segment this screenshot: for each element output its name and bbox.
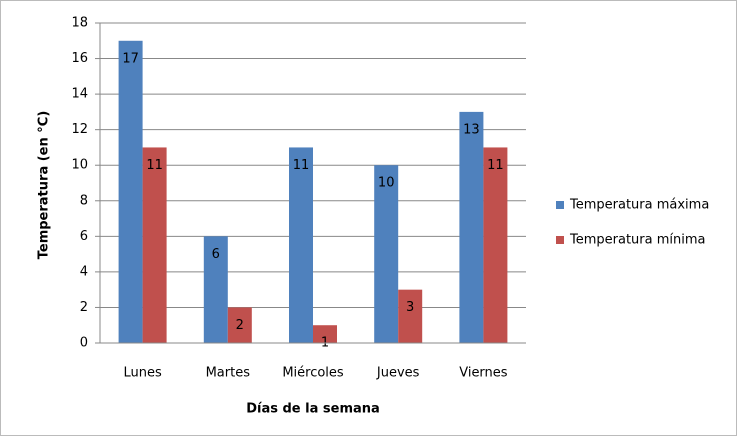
bar: [203, 236, 228, 343]
bar: [118, 40, 143, 344]
x-tick-label: Jueves: [376, 366, 420, 381]
data-label: 6: [212, 247, 220, 262]
y-tick-label: 4: [80, 264, 88, 279]
legend-swatch: [556, 201, 564, 209]
data-label: 11: [487, 158, 504, 173]
y-tick-label: 8: [80, 193, 88, 208]
data-label: 2: [236, 318, 244, 333]
y-tick-label: 10: [71, 158, 88, 173]
bar: [142, 147, 167, 343]
bar: [289, 147, 313, 343]
legend-swatch: [556, 236, 564, 244]
data-label: 17: [122, 51, 139, 66]
legend-label: Temperatura mínima: [569, 233, 706, 248]
legend-label: Temperatura máxima: [569, 198, 709, 213]
y-tick-label: 18: [71, 16, 88, 31]
y-tick-label: 0: [80, 336, 88, 351]
y-axis-title: Temperatura (en °C): [37, 111, 52, 260]
data-label: 11: [146, 158, 163, 173]
data-label: 3: [406, 300, 414, 315]
y-tick-label: 2: [80, 300, 88, 315]
bar: [227, 307, 252, 343]
x-tick-label: Viernes: [459, 366, 508, 381]
x-tick-label: Martes: [206, 366, 251, 381]
y-tick-label: 16: [71, 51, 88, 66]
x-tick-label: Lunes: [123, 366, 161, 381]
x-axis-title: Días de la semana: [246, 402, 380, 417]
bar: [483, 147, 508, 343]
data-label: 10: [378, 176, 395, 191]
y-tick-label: 14: [71, 87, 88, 102]
data-label: 13: [463, 122, 480, 137]
y-tick-label: 6: [80, 229, 88, 244]
bar: [313, 325, 337, 343]
x-tick-label: Miércoles: [282, 366, 344, 381]
bar: [398, 289, 423, 343]
y-tick-label: 12: [71, 122, 88, 137]
bar: [374, 165, 399, 343]
bar: [459, 111, 484, 343]
data-label: 11: [293, 158, 310, 173]
